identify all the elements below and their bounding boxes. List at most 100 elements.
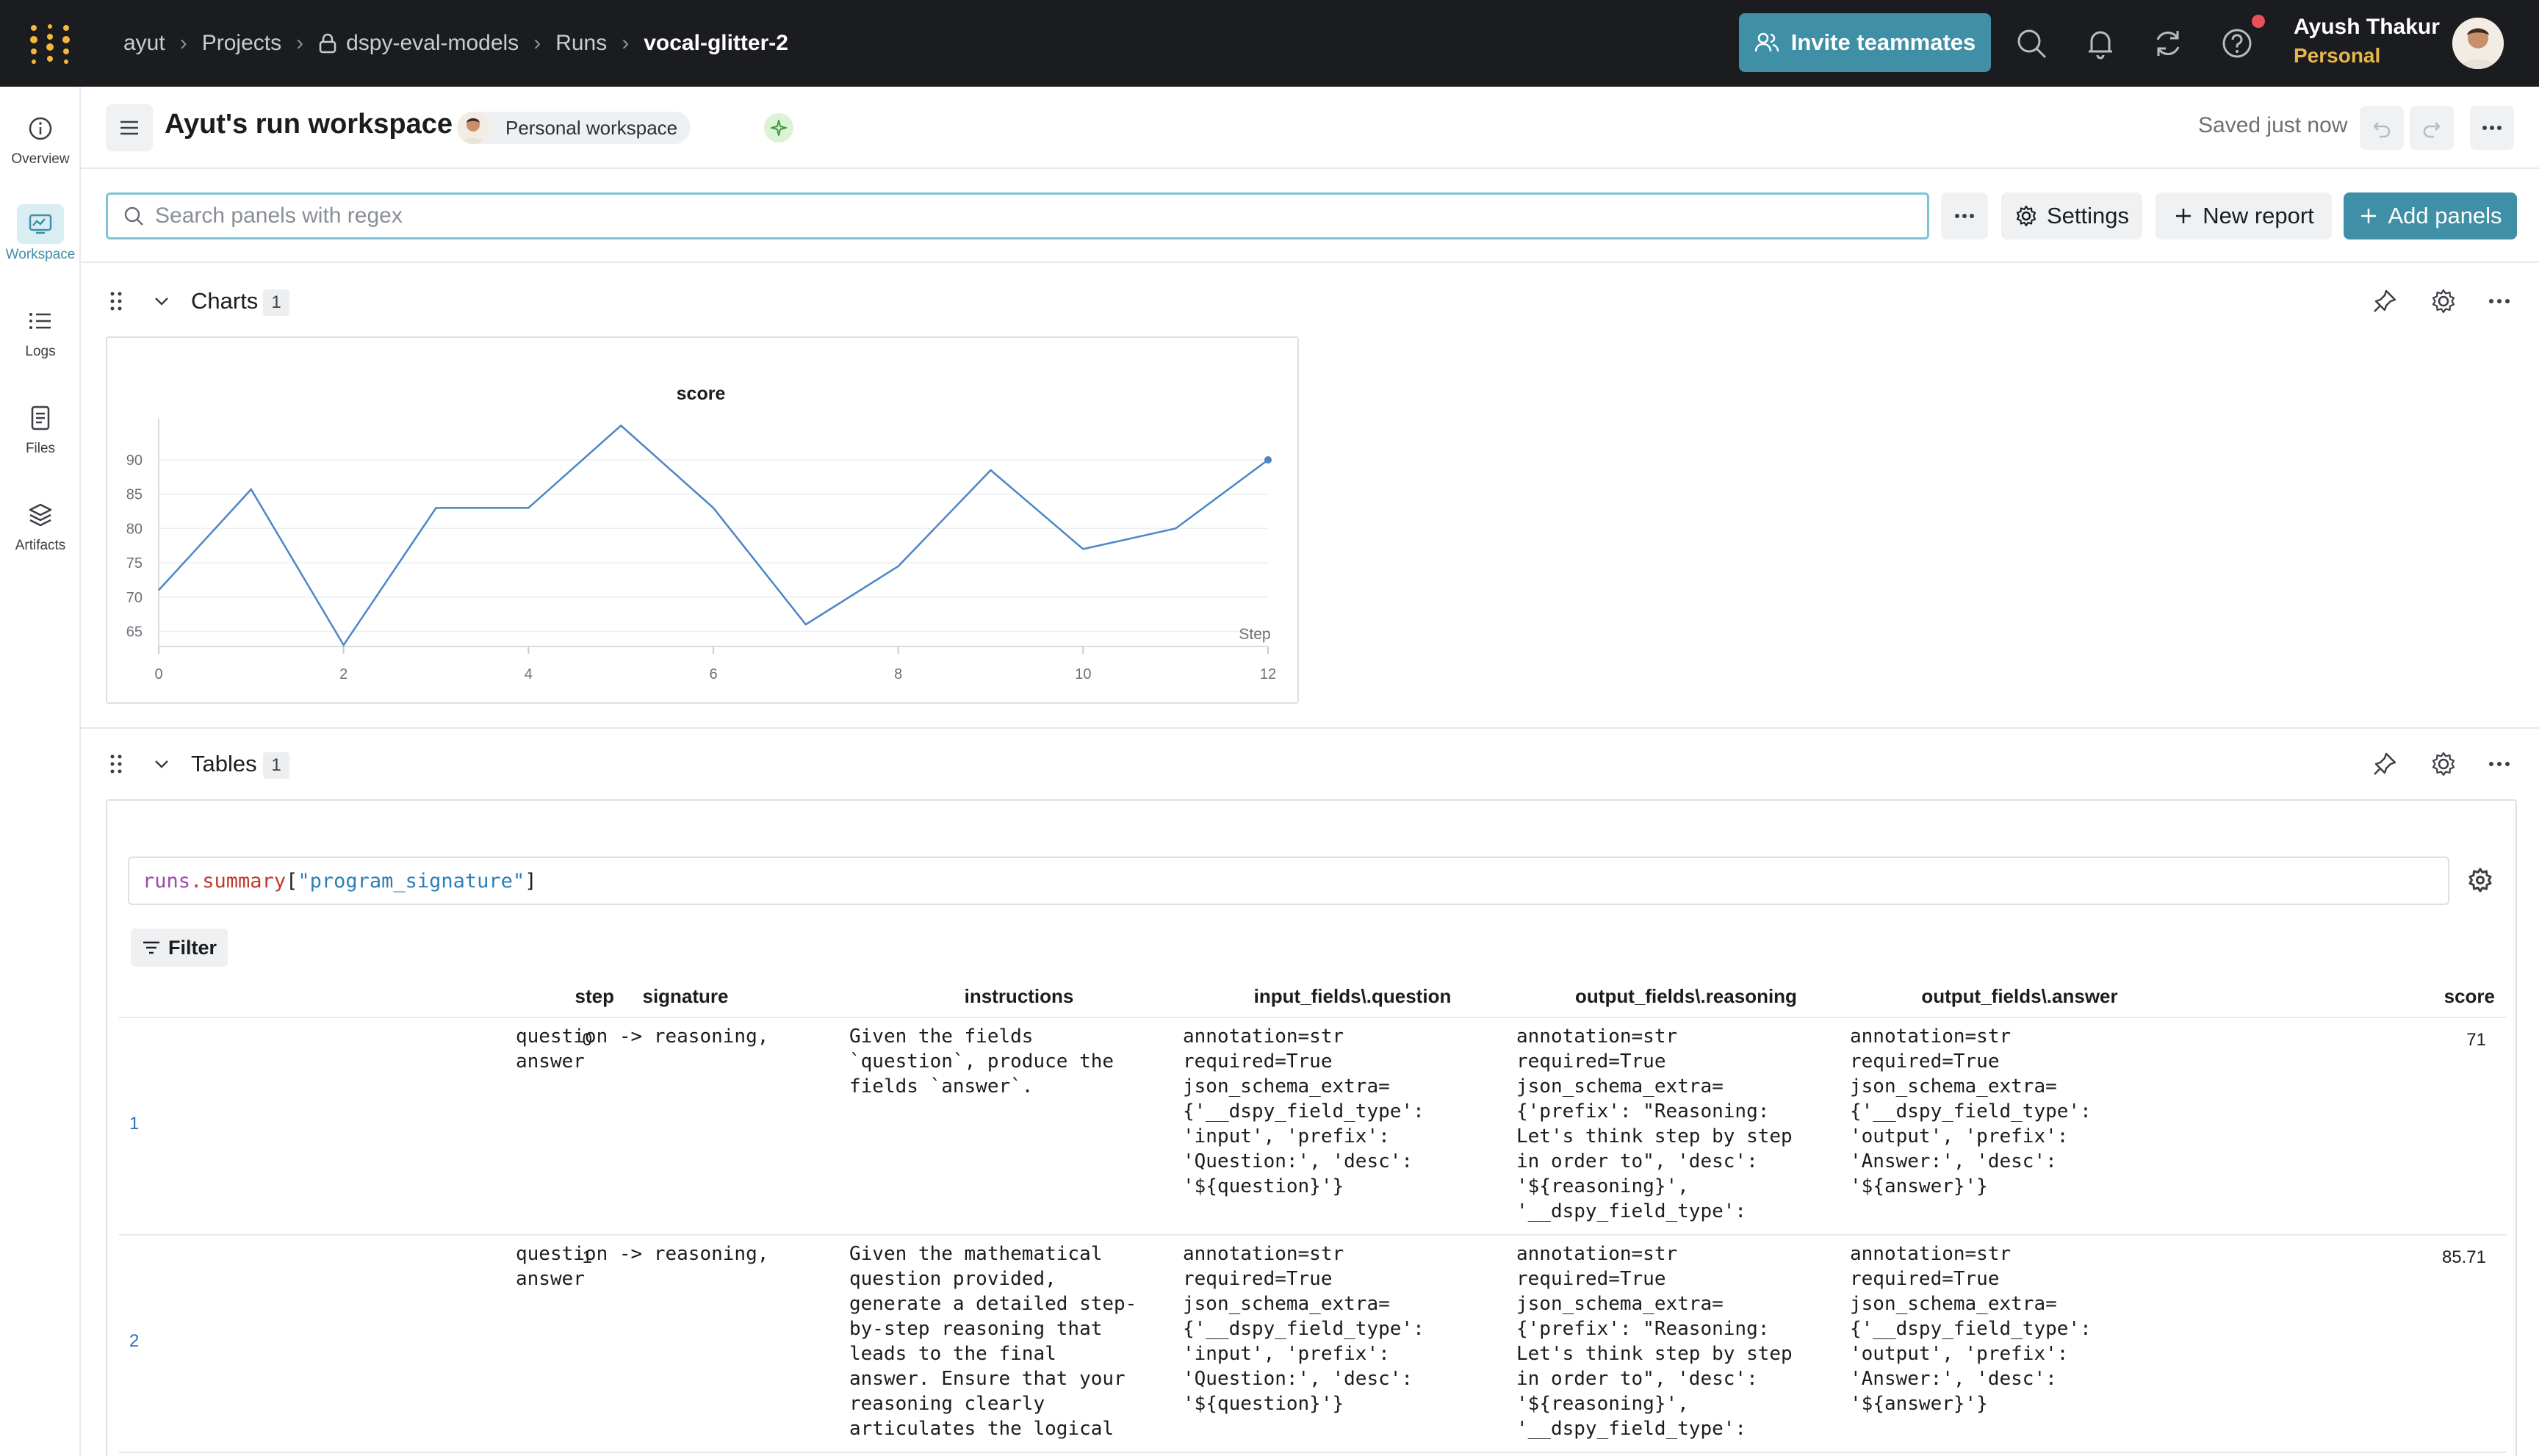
breadcrumb-project[interactable]: dspy-eval-models — [346, 31, 519, 55]
refresh-icon[interactable] — [2150, 25, 2186, 62]
gear-icon[interactable] — [2466, 865, 2495, 895]
drag-handle-icon[interactable] — [107, 752, 125, 776]
redo-button[interactable] — [2410, 106, 2454, 150]
y-tick-label: 80 — [126, 521, 143, 537]
x-tick-label: 12 — [1260, 666, 1276, 682]
search-input[interactable] — [155, 203, 1845, 228]
breadcrumb-entity[interactable]: ayut — [123, 31, 165, 55]
drag-handle-icon[interactable] — [107, 289, 125, 313]
cell-step: 0 — [582, 1030, 592, 1050]
sidebar-item-artifacts[interactable]: Artifacts — [0, 495, 81, 576]
filter-icon — [143, 941, 159, 954]
help-icon[interactable] — [2219, 25, 2255, 62]
wandb-logo-icon[interactable] — [28, 22, 72, 66]
section-divider — [81, 727, 2539, 729]
x-tick-label: 4 — [525, 666, 533, 682]
chevron-down-icon[interactable] — [151, 754, 172, 774]
gear-icon[interactable] — [2429, 286, 2458, 316]
workspace-more-button[interactable] — [2470, 106, 2514, 150]
user-plan[interactable]: Personal — [2294, 44, 2381, 67]
cell-output-answer: annotation=str required=True json_schema… — [1850, 1243, 2092, 1415]
invite-teammates-button[interactable]: Invite teammates — [1739, 13, 1991, 72]
redo-icon — [2423, 122, 2441, 138]
breadcrumb-projects[interactable]: Projects — [201, 31, 282, 55]
column-header-signature[interactable]: signature — [642, 985, 729, 1007]
more-horizontal-icon[interactable] — [2485, 286, 2514, 316]
column-header-step[interactable]: step — [575, 985, 614, 1007]
section-title[interactable]: Tables — [191, 751, 257, 776]
left-sidebar: Overview Workspace Logs Files Artifacts — [0, 87, 81, 1456]
tables-section-header: Tables 1 — [81, 735, 2539, 793]
chart-x-axis: 0 2 4 6 8 10 12 — [154, 646, 1276, 682]
search-options-button[interactable] — [1941, 192, 1988, 239]
settings-label: Settings — [2046, 203, 2129, 228]
row-index[interactable]: 1 — [129, 1114, 140, 1134]
chevron-right-icon: › — [296, 31, 304, 55]
cell-instructions: Given the mathematical question provided… — [849, 1243, 1137, 1440]
sidebar-item-overview[interactable]: Overview — [0, 109, 81, 190]
column-header-output-reasoning[interactable]: output_fields\.reasoning — [1575, 985, 1797, 1007]
chart-title: score — [677, 383, 726, 404]
breadcrumb-runs[interactable]: Runs — [555, 31, 608, 55]
section-title[interactable]: Charts — [191, 288, 259, 314]
workspace-tag[interactable]: Personal workspace — [463, 112, 691, 144]
y-tick-label: 90 — [126, 453, 143, 469]
user-avatar-icon — [457, 112, 489, 144]
score-chart-panel[interactable]: score 65 70 75 80 85 90 0 2 4 6 8 10 12 Step — [106, 336, 1299, 704]
pin-icon[interactable] — [2370, 749, 2399, 779]
sidebar-item-files[interactable]: Files — [0, 398, 81, 479]
y-tick-label: 65 — [126, 624, 143, 640]
filter-button[interactable]: Filter — [131, 929, 228, 967]
pin-icon[interactable] — [2370, 286, 2399, 316]
sidebar-item-workspace[interactable]: Workspace — [0, 204, 81, 285]
workspace-icon — [29, 214, 52, 234]
page-title: Ayut's run workspace — [165, 109, 453, 140]
bell-icon[interactable] — [2082, 25, 2119, 62]
undo-button[interactable] — [2360, 106, 2404, 150]
settings-button[interactable]: Settings — [2001, 192, 2142, 239]
hamburger-icon — [120, 120, 138, 135]
expr-token: [ — [286, 869, 298, 893]
data-point[interactable] — [1264, 456, 1272, 464]
table-header-divider — [119, 1017, 2507, 1018]
more-horizontal-icon — [2482, 126, 2502, 130]
chevron-down-icon[interactable] — [151, 291, 172, 311]
charts-section-header: Charts 1 — [81, 272, 2539, 331]
row-index[interactable]: 2 — [129, 1331, 140, 1351]
x-tick-label: 8 — [894, 666, 902, 682]
column-header-output-answer[interactable]: output_fields\.answer — [1921, 985, 2118, 1007]
sidebar-item-label: Overview — [11, 151, 70, 167]
chart-xlabel: Step — [1239, 626, 1270, 643]
sparkle-button[interactable] — [764, 113, 793, 143]
sidebar-item-logs[interactable]: Logs — [0, 301, 81, 382]
list-icon — [29, 313, 51, 329]
query-expression-input[interactable]: runs .summary["program_signature"] — [128, 857, 2449, 905]
gear-icon[interactable] — [2429, 749, 2458, 779]
column-header-input-question[interactable]: input_fields\.question — [1253, 985, 1452, 1007]
search-icon — [124, 206, 143, 226]
cell-input-question: annotation=str required=True json_schema… — [1183, 1026, 1425, 1197]
avatar[interactable] — [2452, 18, 2504, 69]
workspace-header: Ayut's run workspace Personal workspace … — [81, 87, 2539, 169]
menu-button[interactable] — [106, 104, 153, 151]
workspace-tag-label: Personal workspace — [505, 117, 678, 139]
column-header-score[interactable]: score — [2443, 985, 2495, 1007]
column-header-instructions[interactable]: instructions — [964, 985, 1074, 1007]
saved-status: Saved just now — [2198, 113, 2348, 137]
score-series-points — [1264, 456, 1272, 464]
layers-icon — [29, 503, 52, 527]
chart-y-axis: 65 70 75 80 85 90 — [126, 453, 143, 640]
breadcrumb-run[interactable]: vocal-glitter-2 — [644, 31, 788, 55]
file-icon — [31, 406, 50, 430]
panel-search-toolbar: Settings New report Add panels — [81, 169, 2539, 263]
new-report-button[interactable]: New report — [2156, 192, 2332, 239]
more-horizontal-icon[interactable] — [2485, 749, 2514, 779]
user-name[interactable]: Ayush Thakur — [2294, 15, 2440, 39]
search-icon[interactable] — [2013, 25, 2050, 62]
program-signature-table-panel: runs .summary["program_signature"] Filter… — [106, 799, 2517, 1456]
more-horizontal-icon — [1955, 214, 1974, 218]
x-tick-label: 2 — [339, 666, 347, 682]
add-panels-button[interactable]: Add panels — [2344, 192, 2517, 239]
notification-dot — [2252, 15, 2265, 28]
sidebar-item-label: Logs — [25, 344, 56, 359]
